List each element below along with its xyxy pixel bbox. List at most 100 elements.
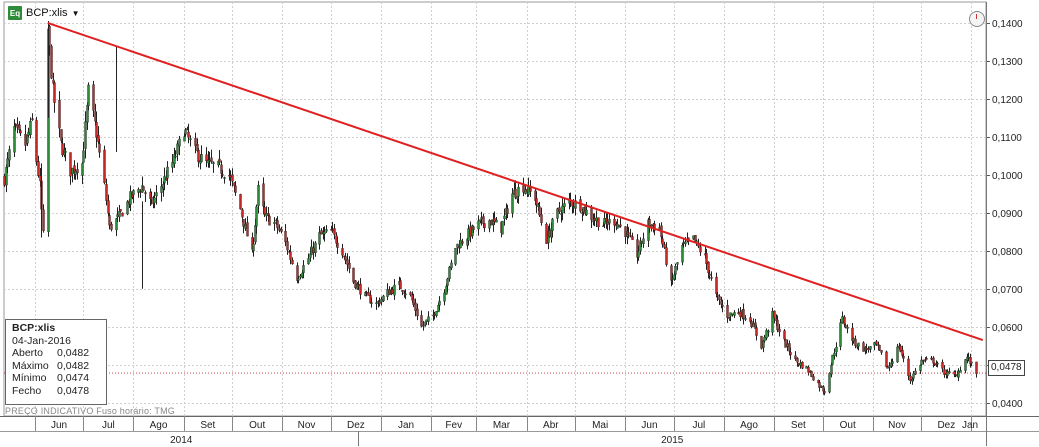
candle-body: [558, 207, 561, 213]
clock-icon[interactable]: [969, 11, 985, 27]
candle-body: [422, 325, 425, 327]
candle-body: [755, 327, 758, 336]
candle-body: [964, 359, 967, 371]
candle-body: [380, 299, 383, 303]
candle-body: [87, 84, 90, 107]
candle-body: [936, 362, 939, 365]
candle-body: [399, 280, 402, 289]
candle-body: [556, 208, 559, 219]
candle-body: [420, 315, 423, 327]
candle-body: [733, 312, 736, 316]
candle-body: [771, 311, 774, 333]
candle-body: [469, 226, 472, 237]
candle-body: [763, 337, 766, 342]
month-label: Set: [200, 420, 215, 431]
candle-body: [267, 213, 270, 216]
candle-body: [595, 217, 598, 222]
candle-body: [637, 251, 640, 258]
candle-body: [8, 149, 11, 161]
chart-grid: [3, 1, 987, 417]
candle-body: [95, 122, 98, 138]
candle-body: [391, 289, 394, 294]
candle-body: [705, 253, 708, 265]
candle-body: [627, 232, 630, 235]
chart-header: Eq BCP:xlis ▼: [8, 6, 79, 20]
ohlc-info-box: BCP:xlis 04-Jan-2016 Aberto 0,0482 Máxim…: [5, 319, 107, 405]
month-label: Jan: [398, 420, 414, 431]
candle-body: [852, 338, 855, 342]
candle-body: [302, 265, 305, 273]
candle-body: [262, 183, 265, 207]
candle-body: [220, 164, 223, 174]
candle-body: [50, 45, 53, 79]
info-title: BCP:xlis: [12, 322, 56, 334]
candle-body: [183, 136, 186, 142]
candle-body: [789, 352, 792, 356]
candle-body: [76, 169, 79, 173]
candle-body: [115, 218, 118, 231]
year-label-2015: 2015: [661, 435, 684, 446]
symbol-label[interactable]: BCP:xlis: [26, 7, 68, 19]
candle-body: [205, 154, 208, 162]
candle-body: [137, 189, 140, 193]
candle-body: [331, 229, 334, 231]
candle-body: [899, 345, 902, 352]
candle-body: [378, 301, 381, 304]
candle-body: [708, 273, 711, 276]
candle-body: [208, 159, 211, 162]
candle-body: [231, 174, 234, 182]
candle-body: [61, 143, 64, 156]
candle-body: [716, 294, 719, 297]
candle-body: [846, 326, 849, 329]
month-label: Ago: [740, 420, 758, 431]
caret-down-icon[interactable]: ▼: [71, 8, 80, 18]
candle-body: [593, 218, 596, 221]
candle-body: [878, 345, 881, 351]
candle-body: [414, 302, 417, 311]
candle-body: [629, 235, 632, 237]
candle-body: [801, 361, 804, 369]
candle-body: [150, 196, 153, 200]
candle-body: [563, 203, 566, 207]
candle-body: [891, 361, 894, 364]
candle-body: [869, 346, 872, 350]
candle-body: [98, 143, 101, 153]
candle-body: [480, 217, 483, 219]
candle-body: [886, 366, 889, 369]
candlestick-series: [3, 20, 978, 396]
resistance-trendline: [47, 21, 984, 341]
candle-body: [257, 185, 260, 206]
candle-body: [490, 220, 493, 226]
candle-body: [901, 349, 904, 356]
candle-body: [707, 261, 710, 273]
month-label: Fev: [445, 420, 462, 431]
candle-body: [197, 149, 200, 162]
candle-body: [176, 143, 179, 155]
candle-body: [914, 370, 917, 375]
candle-body: [909, 375, 912, 381]
candle-body: [818, 382, 821, 388]
candle-body: [255, 206, 258, 227]
candle-body: [280, 228, 283, 232]
month-label: Jun: [51, 420, 67, 431]
candle-body: [296, 265, 299, 281]
candle-body: [333, 228, 336, 235]
candle-body: [482, 216, 485, 224]
candle-body: [291, 259, 294, 265]
candle-body: [967, 357, 970, 359]
candle-body: [477, 220, 480, 230]
candle-body: [64, 151, 67, 153]
candle-body: [561, 205, 564, 214]
candle-body: [752, 323, 755, 327]
candle-body: [139, 191, 142, 193]
y-tick-label: 0,0900: [992, 209, 1023, 220]
y-tick-label: 0,1400: [992, 19, 1023, 30]
candle-body: [438, 300, 441, 306]
candle-body: [388, 289, 391, 296]
candle-body: [178, 138, 181, 147]
info-value: 0,0482: [57, 359, 90, 372]
candle-body: [488, 220, 491, 229]
candle-body: [234, 185, 237, 193]
candle-body: [97, 135, 100, 142]
candle-body: [459, 239, 462, 249]
